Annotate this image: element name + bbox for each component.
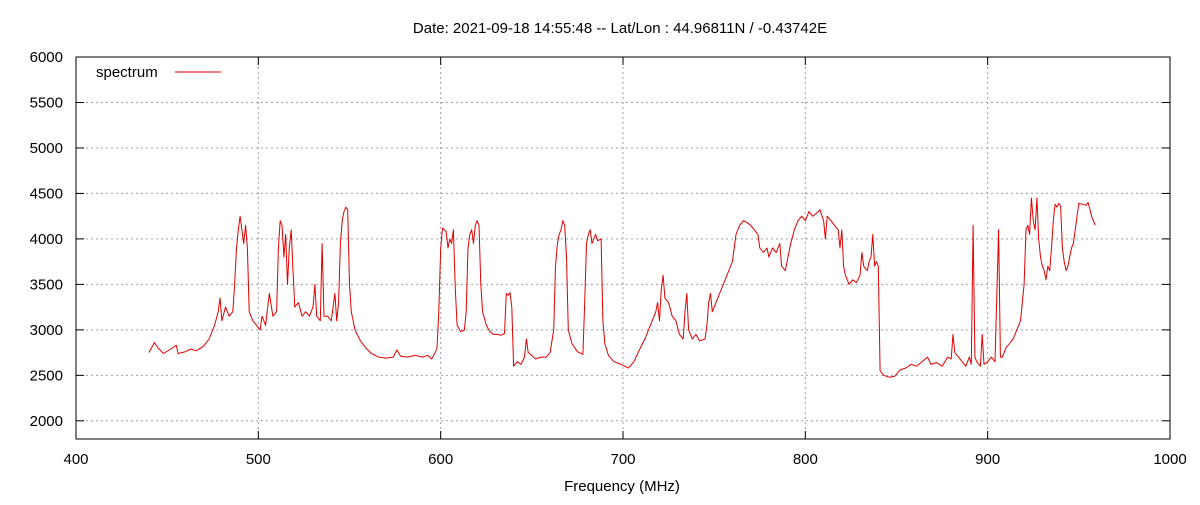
x-tick-label: 800 [793, 451, 818, 468]
series-layer [148, 197, 1096, 378]
y-tick-label: 2500 [30, 367, 63, 384]
legend: spectrum [96, 64, 221, 81]
x-tick-label: 500 [246, 451, 271, 468]
y-tick-label: 2000 [30, 413, 63, 430]
x-tick-label: 600 [428, 451, 453, 468]
grid [76, 57, 1170, 439]
y-tick-label: 3500 [30, 276, 63, 293]
y-tick-label: 5500 [30, 94, 63, 111]
y-tick-label: 4500 [30, 185, 63, 202]
y-tick-label: 5000 [30, 140, 63, 157]
y-tick-label: 4000 [30, 231, 63, 248]
plot-frame [75, 56, 1171, 440]
x-tick-label: 700 [610, 451, 635, 468]
x-axis-label: Frequency (MHz) [564, 478, 680, 495]
axis-ticks: 400 500 600 700 800 900 1000 2000 2500 3000 3500 40… [30, 49, 1187, 468]
chart-title: Date: 2021-09-18 14:55:48 -- Lat/Lon : 4… [413, 20, 827, 37]
y-tick-label: 3000 [30, 322, 63, 339]
x-tick-label: 400 [63, 451, 88, 468]
legend-label-spectrum: spectrum [96, 64, 158, 81]
series-line-spectrum [148, 197, 1096, 378]
x-tick-label: 1000 [1153, 451, 1186, 468]
y-tick-label: 6000 [30, 49, 63, 66]
x-tick-label: 900 [975, 451, 1000, 468]
